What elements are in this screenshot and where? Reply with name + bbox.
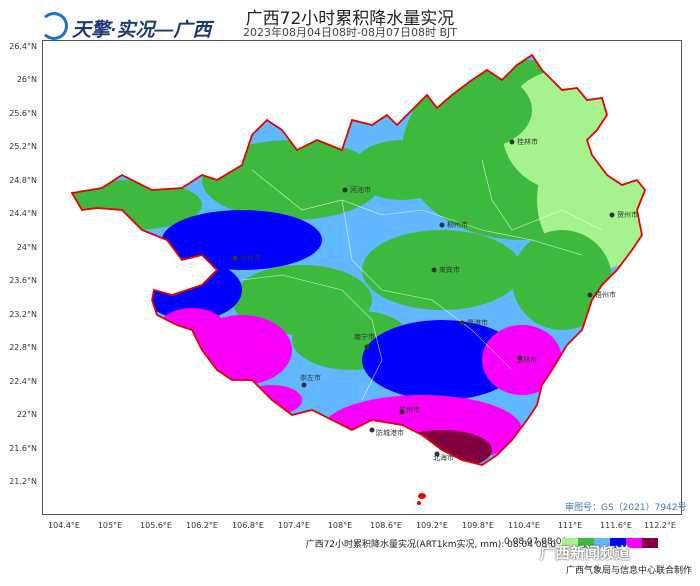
y-tick: 24°N — [16, 243, 37, 252]
y-tick: 24.4°N — [9, 209, 37, 218]
city-beihai: 北海市 — [433, 453, 454, 462]
city-baise: 百色市 — [240, 253, 261, 262]
legend-swatch — [642, 538, 658, 548]
x-tick: 106.8°E — [232, 521, 264, 530]
y-tick: 24.8°N — [9, 176, 37, 185]
y-tick: 22°N — [16, 410, 37, 419]
x-tick: 111°E — [557, 521, 583, 530]
precip-field — [72, 55, 645, 465]
app-logo: 天擎·实况—广西 — [40, 12, 211, 42]
weizhou-island — [418, 493, 426, 499]
city-labels: 桂林市 贺州市 河池市 柳州市 来宾市 百色市 南宁市 贵港市 梧州市 崇左市 … — [232, 137, 638, 462]
logo-text: 天擎·实况—广西 — [72, 20, 212, 41]
x-tick: 107.4°E — [278, 521, 310, 530]
y-tick: 22.4°N — [9, 377, 37, 386]
legend-swatch — [626, 538, 642, 548]
y-tick: 21.6°N — [9, 444, 37, 453]
legend-label: 广西72小时累积降水量实况(ART1km实况, mm): 08.04 08:0 — [305, 540, 556, 550]
watermark: 广西新闻频道 — [540, 544, 631, 562]
province-border — [70, 53, 647, 466]
x-tick: 109.8°E — [462, 521, 494, 530]
x-tick: 108°E — [327, 521, 353, 530]
y-tick: 23.2°N — [9, 310, 37, 319]
y-tick: 26°N — [16, 75, 37, 84]
city-fangchenggang: 防城港市 — [376, 428, 404, 437]
y-tick: 25.6°N — [9, 109, 37, 118]
map-subtitle: 2023年08月04日08时-08月07日08时 BJT — [243, 26, 457, 39]
legend-swatch — [562, 538, 578, 548]
x-tick: 104.4°E — [48, 521, 80, 530]
y-tick: 23.6°N — [9, 276, 37, 285]
precipitation-map: 桂林市 贺州市 河池市 柳州市 来宾市 百色市 南宁市 贵港市 梧州市 崇左市 … — [70, 53, 647, 505]
x-tick: 108.6°E — [370, 521, 402, 530]
x-tick: 112.2°E — [644, 521, 676, 530]
legend-swatch — [578, 538, 594, 548]
map-approval-number: 审图号：GS（2021）7942号 — [565, 503, 687, 513]
legend-swatch — [610, 538, 626, 548]
y-tick: 25.2°N — [9, 142, 37, 151]
x-tick: 110.4°E — [508, 521, 540, 530]
y-tick: 22.8°N — [9, 343, 37, 352]
prefecture-borders — [241, 159, 603, 401]
legend-range: 0 08.07 08:00 — [504, 537, 568, 547]
city-yulin: 玉林市 — [516, 355, 537, 364]
city-guilin: 桂林市 — [517, 137, 538, 146]
legend-colorbar — [562, 538, 658, 548]
x-tick: 109.2°E — [416, 521, 448, 530]
y-tick: 26.4°N — [9, 42, 37, 51]
globe-icon — [40, 12, 68, 40]
producer-credit: 广西气象局与信息中心联合制作 — [565, 566, 692, 576]
city-laibin: 来宾市 — [439, 265, 460, 274]
city-nanning: 南宁市 — [354, 332, 375, 341]
city-qinzhou: 钦州市 — [399, 405, 420, 414]
x-tick: 106.2°E — [186, 521, 218, 530]
x-tick: 111.6°E — [600, 521, 632, 530]
y-tick: 21.2°N — [9, 477, 37, 486]
x-tick: 105.6°E — [140, 521, 172, 530]
map-title: 广西72小时累积降水量实况 — [245, 9, 455, 29]
city-guigang: 贵港市 — [467, 318, 488, 327]
xieyang-island — [417, 501, 421, 505]
city-wuzhou: 梧州市 — [595, 290, 616, 299]
header: 天擎·实况—广西 广西72小时累积降水量实况 2023年08月04日08时-08… — [0, 0, 700, 42]
city-hechi: 河池市 — [350, 185, 371, 194]
city-chongzuo: 崇左市 — [300, 373, 321, 382]
legend-swatch — [594, 538, 610, 548]
x-tick: 105°E — [97, 521, 123, 530]
city-hezhou: 贺州市 — [617, 210, 638, 219]
city-liuzhou: 柳州市 — [447, 220, 468, 229]
